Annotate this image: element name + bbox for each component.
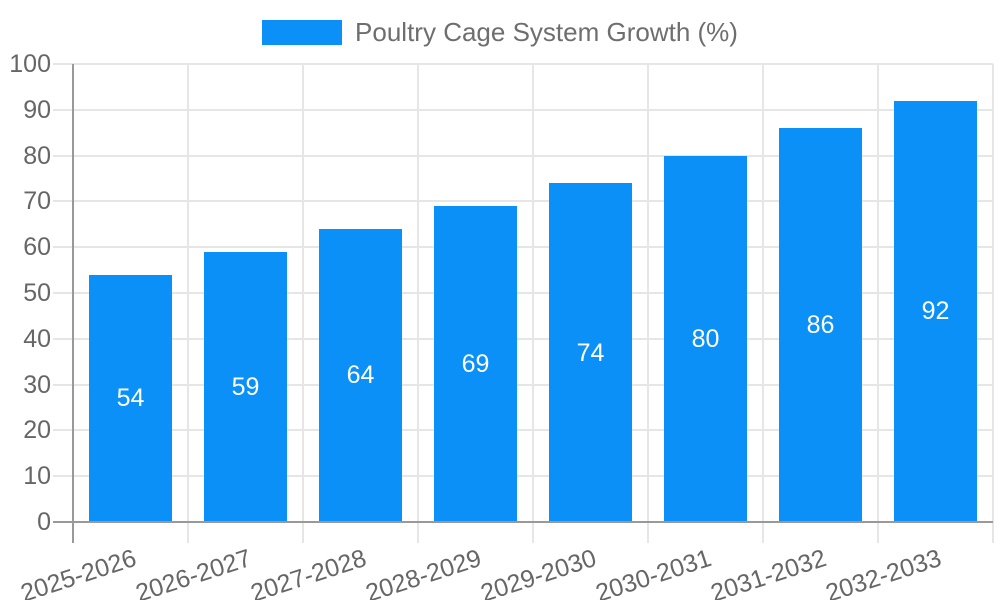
bar[interactable] [204,251,287,522]
y-axis-tick-label: 60 [23,233,51,262]
bar[interactable] [894,100,977,522]
legend-label: Poultry Cage System Growth (%) [355,17,738,47]
bar[interactable] [434,205,517,522]
x-axis-line [53,521,993,523]
x-axis-tick-label: 2026-2027 [131,544,255,600]
plot-area: 0 10 20 30 40 50 60 70 80 90 100 54 2025-2026 59 2026-… [9,50,994,600]
gridline-horizontal [53,200,993,203]
bar-value-label: 64 [346,361,375,390]
bar-value-label: 74 [576,338,605,367]
gridline-horizontal [53,292,993,294]
y-axis-tick-label: 20 [23,416,51,445]
bar[interactable] [549,183,632,522]
gridline-vertical [762,64,764,543]
bar[interactable] [664,155,747,522]
bar-value-label: 86 [806,311,835,340]
gridline-vertical [302,64,304,543]
y-axis-tick-label: 90 [23,95,51,124]
bar-value-label: 80 [691,324,720,353]
y-axis-tick-label: 30 [23,370,51,399]
gridline-horizontal [53,337,993,340]
y-axis-tick-label: 80 [23,141,51,170]
bar[interactable] [319,228,402,522]
x-axis-tick-label: 2025-2026 [16,544,140,600]
bar-value-label: 92 [921,297,950,326]
gridline-vertical [647,64,649,543]
x-axis-tick-label: 2027-2028 [246,544,370,600]
gridline-horizontal [53,429,993,432]
x-axis-tick-label: 2029-2030 [476,544,600,600]
gridline-vertical [417,64,419,543]
gridline-horizontal [53,154,993,157]
y-axis-tick-label: 40 [23,324,51,353]
bar-value-label: 69 [461,349,490,378]
x-axis-tick-label: 2031-2032 [706,544,830,600]
gridline-vertical [992,64,994,543]
bar-value-label: 59 [231,372,260,401]
legend-swatch [262,19,343,45]
legend: Poultry Cage System Growth (%) [0,17,1000,47]
bar-value-label: 54 [116,384,145,413]
y-axis-tick-label: 100 [9,50,51,78]
x-axis-tick-label: 2028-2029 [361,544,485,600]
gridline-horizontal [53,383,993,386]
gridline-horizontal [53,63,993,65]
gridline-vertical [877,64,879,543]
bar[interactable] [89,274,172,522]
y-axis-tick-label: 50 [23,279,51,307]
y-axis-tick-label: 10 [23,462,51,491]
gridline-horizontal [53,475,993,478]
x-axis-tick-label: 2032-2033 [821,544,945,600]
gridline-horizontal [53,246,993,249]
gridline-vertical [532,64,534,543]
y-axis-tick-label: 0 [37,508,51,536]
gridline-horizontal [53,108,993,111]
y-axis-line [72,64,74,543]
bar[interactable] [779,128,862,522]
y-axis-tick-label: 70 [23,187,51,216]
x-axis-tick-label: 2030-2031 [591,544,715,600]
gridline-vertical [187,64,189,543]
